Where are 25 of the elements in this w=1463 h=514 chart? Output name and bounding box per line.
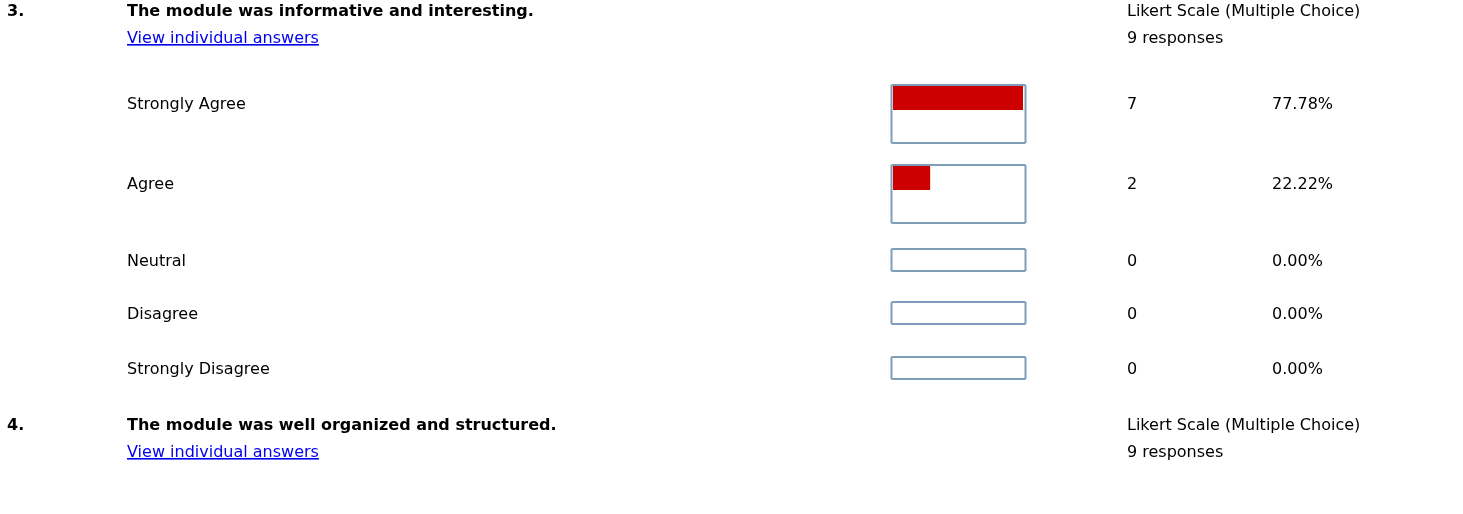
text: 9 responses — [1127, 28, 1224, 47]
y-tick-label: Agree — [127, 174, 175, 193]
data-label: 7 — [1127, 94, 1138, 113]
data-label: 0 — [1127, 304, 1138, 323]
y-tick-label: Neutral — [127, 251, 187, 270]
data-label: 0 — [1127, 251, 1138, 270]
text: The module was informative and interesting. — [127, 1, 534, 20]
y-tick-label: Disagree — [127, 304, 198, 323]
text: 3. — [7, 1, 25, 20]
data-label: 2 — [1127, 174, 1138, 193]
y-tick-label: Strongly Agree — [127, 94, 246, 113]
text: Likert Scale (Multiple Choice) — [1127, 415, 1361, 434]
text: View individual answers — [127, 28, 319, 47]
text: 9 responses — [1127, 442, 1224, 461]
text: 0.00% — [1272, 359, 1323, 378]
y-tick-label: Strongly Disagree — [127, 359, 270, 378]
text: 0.00% — [1272, 251, 1323, 270]
text: View individual answers — [127, 442, 319, 461]
data-label: 0 — [1127, 359, 1138, 378]
text: The module was well organized and structured. — [127, 415, 557, 434]
text: 0.00% — [1272, 304, 1323, 323]
text: 77.78% — [1272, 94, 1334, 113]
text: 4. — [7, 415, 25, 434]
text: 22.22% — [1272, 174, 1334, 193]
text: Likert Scale (Multiple Choice) — [1127, 1, 1361, 20]
